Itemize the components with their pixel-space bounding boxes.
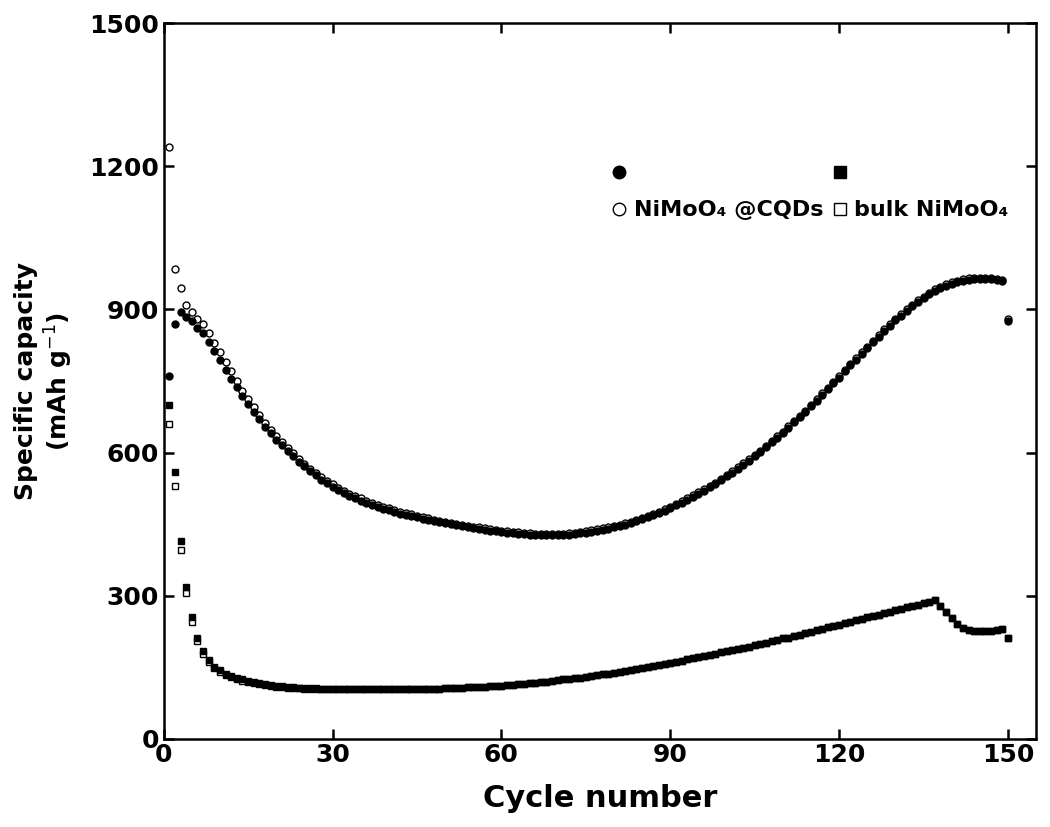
X-axis label: Cycle number: Cycle number bbox=[483, 784, 717, 813]
Y-axis label: Specific capacity
(mAh g$^{-1}$): Specific capacity (mAh g$^{-1}$) bbox=[14, 262, 75, 500]
Legend: , NiMoO₄ @CQDs, , bulk NiMoO₄: , NiMoO₄ @CQDs, , bulk NiMoO₄ bbox=[603, 155, 1017, 229]
